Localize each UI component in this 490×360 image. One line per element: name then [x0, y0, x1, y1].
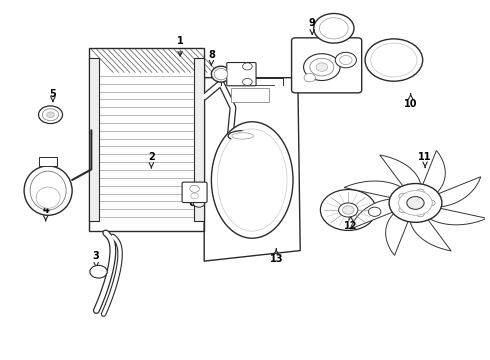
Circle shape — [39, 106, 63, 123]
Circle shape — [343, 206, 354, 214]
Ellipse shape — [30, 171, 66, 210]
Ellipse shape — [36, 187, 60, 208]
Circle shape — [416, 189, 424, 195]
Circle shape — [193, 199, 205, 207]
Polygon shape — [380, 155, 421, 190]
Ellipse shape — [211, 122, 293, 238]
Ellipse shape — [228, 131, 257, 141]
Text: 9: 9 — [309, 18, 316, 34]
Circle shape — [335, 52, 356, 68]
Circle shape — [371, 43, 417, 77]
Text: 12: 12 — [344, 215, 357, 231]
Circle shape — [340, 55, 352, 65]
Ellipse shape — [211, 66, 231, 82]
Text: 7: 7 — [234, 131, 248, 141]
Text: 6: 6 — [189, 195, 196, 208]
Circle shape — [389, 184, 442, 222]
Circle shape — [304, 73, 316, 82]
Text: 5: 5 — [49, 89, 56, 102]
FancyBboxPatch shape — [292, 38, 362, 93]
Bar — [40, 157, 57, 166]
Polygon shape — [344, 181, 407, 199]
Circle shape — [427, 200, 435, 206]
Circle shape — [47, 112, 54, 118]
Circle shape — [243, 78, 252, 85]
Bar — [89, 48, 204, 231]
Circle shape — [399, 207, 407, 213]
Circle shape — [243, 63, 252, 70]
Circle shape — [320, 189, 376, 230]
Ellipse shape — [214, 68, 228, 80]
FancyBboxPatch shape — [227, 63, 256, 86]
Text: 4: 4 — [42, 205, 49, 221]
Bar — [89, 58, 99, 221]
Bar — [231, 88, 269, 102]
Polygon shape — [424, 207, 487, 225]
Text: 10: 10 — [404, 94, 417, 109]
Text: 11: 11 — [418, 152, 432, 168]
Circle shape — [42, 109, 59, 121]
Polygon shape — [421, 150, 445, 196]
Ellipse shape — [218, 129, 287, 231]
Bar — [194, 58, 204, 221]
Circle shape — [319, 18, 348, 39]
Circle shape — [407, 197, 424, 209]
Circle shape — [310, 58, 334, 76]
Polygon shape — [386, 210, 410, 255]
Circle shape — [416, 211, 424, 217]
Circle shape — [190, 185, 199, 192]
Circle shape — [316, 63, 328, 71]
Circle shape — [399, 193, 407, 199]
Circle shape — [90, 265, 107, 278]
Polygon shape — [350, 199, 398, 229]
Ellipse shape — [24, 166, 72, 215]
Circle shape — [339, 203, 358, 217]
Text: 1: 1 — [177, 36, 184, 56]
Text: 2: 2 — [148, 152, 155, 168]
Circle shape — [191, 193, 198, 199]
Text: 3: 3 — [93, 251, 99, 267]
Circle shape — [399, 190, 432, 215]
Circle shape — [304, 54, 340, 81]
Circle shape — [368, 207, 381, 216]
FancyBboxPatch shape — [182, 182, 207, 203]
Text: 13: 13 — [270, 249, 283, 264]
Circle shape — [314, 13, 354, 43]
Polygon shape — [432, 177, 481, 207]
Polygon shape — [410, 215, 451, 251]
Text: 8: 8 — [208, 50, 215, 66]
Ellipse shape — [232, 133, 253, 139]
Circle shape — [365, 39, 423, 81]
